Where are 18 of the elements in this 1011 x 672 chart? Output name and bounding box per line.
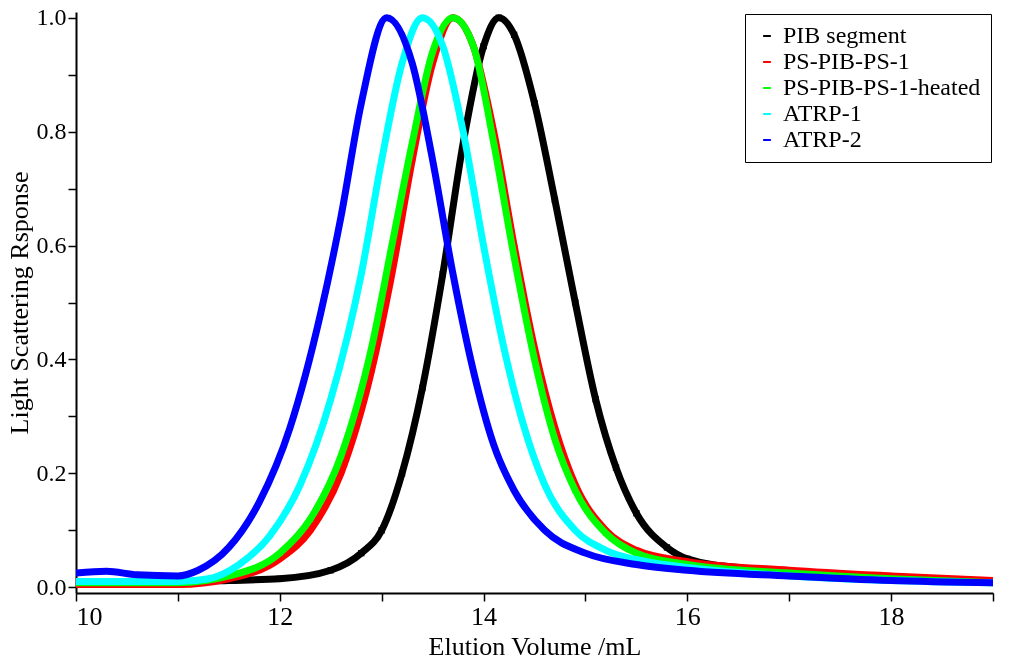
legend-label: PS-PIB-PS-1-heated <box>783 74 981 100</box>
y-tick-label: 0.4 <box>36 345 67 372</box>
x-tick-label: 18 <box>878 601 905 631</box>
y-tick-label: 0.8 <box>36 118 67 145</box>
legend-label: ATRP-1 <box>783 100 862 126</box>
y-tick-label: 0.0 <box>36 573 67 600</box>
x-tick-label: 10 <box>76 601 103 631</box>
x-tick-label: 12 <box>267 601 294 631</box>
y-tick-label: 0.6 <box>36 232 67 259</box>
y-tick-label: 1.0 <box>36 4 67 31</box>
x-tick-label: 16 <box>674 601 701 631</box>
x-axis-title: Elution Volume /mL <box>428 631 642 661</box>
x-tick-label: 14 <box>471 601 498 631</box>
y-axis-title: Light Scattering Rsponse <box>4 171 34 435</box>
legend-label: PIB segment <box>783 22 907 48</box>
legend-label: ATRP-2 <box>783 126 862 152</box>
legend-label: PS-PIB-PS-1 <box>783 48 910 74</box>
y-tick-label: 0.2 <box>36 459 67 486</box>
